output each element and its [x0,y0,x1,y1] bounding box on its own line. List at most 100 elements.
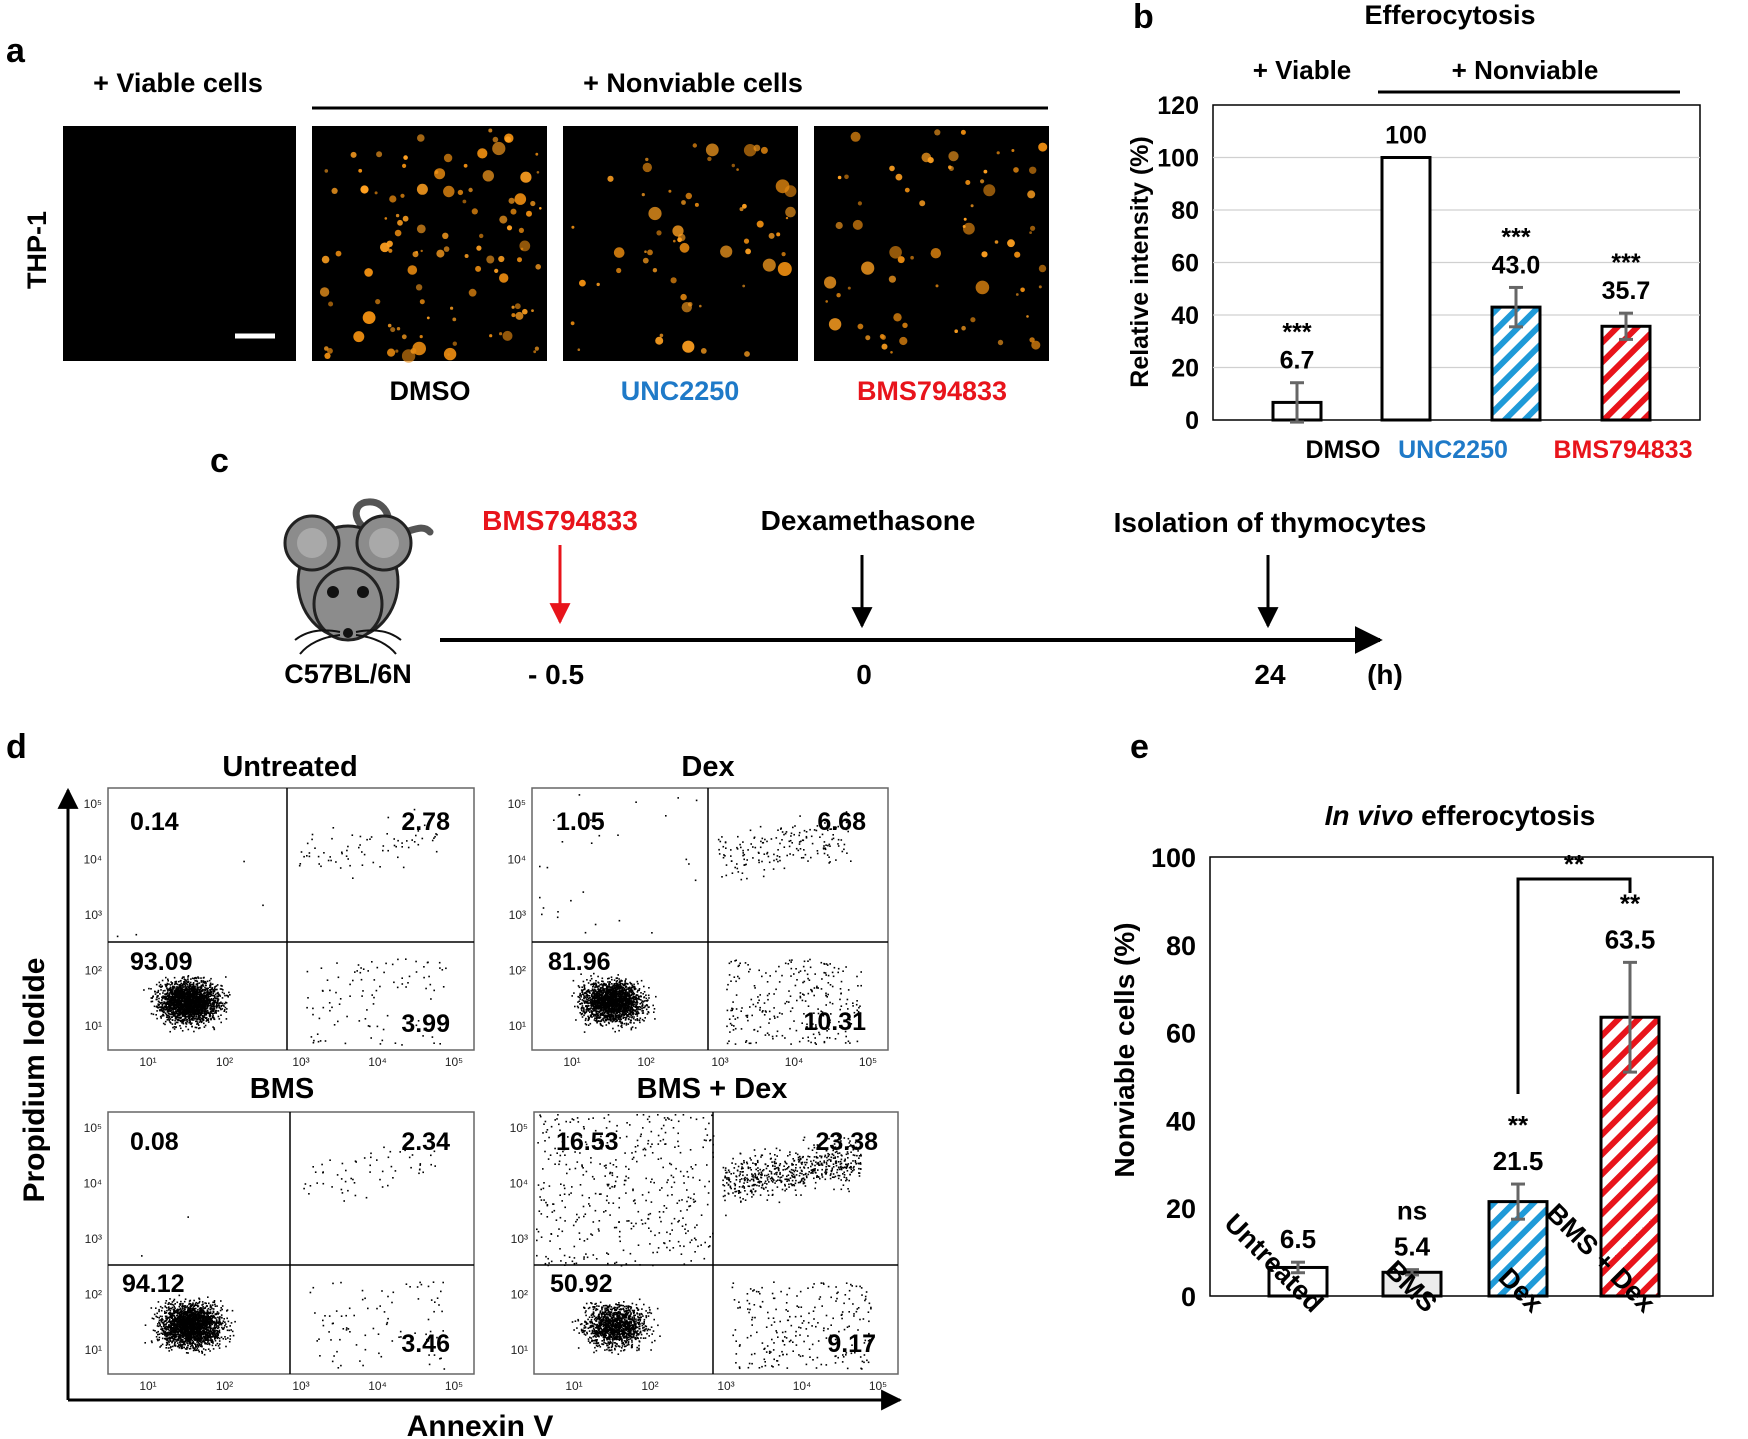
event-dot [200,1011,203,1013]
event-dot [207,1004,210,1007]
event-dot [622,984,625,987]
event-dot [207,1003,209,1006]
header-viable-cells: + Viable cells [93,68,263,98]
event-dot [428,823,430,826]
event-dot [168,987,171,990]
event-dot [653,1011,655,1013]
event-dot [346,1015,348,1018]
event-dot [611,983,613,985]
event-dot [212,994,215,997]
event-dot [200,1004,202,1007]
event-dot [178,1013,181,1015]
event-dot [612,1018,615,1020]
event-dot [198,989,200,991]
fluorescent-spot [468,288,477,297]
event-dot [583,995,585,998]
fluorescent-spot [768,232,775,239]
fluorescent-spot [700,348,707,354]
event-dot [172,1000,175,1002]
fluorescent-spot [850,131,861,142]
fluorescent-spot [847,286,851,290]
event-dot [209,1007,212,1009]
event-dot [195,993,197,995]
event-dot [640,1001,643,1004]
event-dot [367,1025,370,1027]
event-dot [618,997,621,999]
event-dot [602,1011,604,1013]
event-dot [594,1020,597,1022]
event-dot [624,999,626,1002]
event-dot [620,993,622,996]
event-dot [204,982,206,984]
event-dot [188,991,190,994]
event-dot [213,999,215,1002]
event-dot [624,1010,626,1013]
event-dot [167,1008,169,1010]
event-dot [176,1000,178,1002]
event-dot [372,861,375,864]
event-dot [439,1026,441,1029]
event-dot [600,998,603,1000]
event-dot [625,1024,628,1026]
event-dot [630,1019,632,1022]
event-dot [630,991,633,994]
event-dot [411,839,413,841]
event-dot [622,997,625,999]
event-dot [201,996,203,998]
event-dot [622,983,624,986]
event-dot [445,967,447,970]
fluorescent-spot [596,282,600,287]
event-dot [209,986,212,988]
fluorescent-spot [471,208,478,215]
event-dot [589,1001,592,1004]
event-dot [187,1015,190,1017]
event-dot [606,1012,608,1015]
event-dot [622,993,625,995]
event-dot [622,1016,625,1018]
event-dot [359,971,362,974]
event-dot [183,988,186,991]
event-dot [228,991,230,994]
event-dot [593,1019,596,1021]
event-dot [173,1012,176,1014]
event-dot [200,1006,202,1008]
event-dot [615,977,618,979]
event-dot [212,1005,214,1008]
fluorescent-spot [975,280,990,295]
fluorescent-spot [705,143,719,157]
event-dot [616,1016,618,1018]
event-dot [177,986,179,988]
event-dot [194,986,196,989]
event-dot [180,1016,183,1019]
event-dot [597,975,599,978]
event-dot [397,958,399,961]
event-dot [186,1007,188,1010]
event-dot [605,1010,607,1013]
x-tick-label: 10² [216,1055,233,1069]
event-dot [417,830,420,832]
event-dot [393,844,396,847]
event-dot [636,1013,639,1015]
event-dot [583,985,585,988]
event-dot [600,1012,602,1015]
event-dot [161,996,163,998]
fluorescent-spot [353,331,365,343]
event-dot [587,1019,589,1022]
fluorescent-spot [857,201,863,206]
event-dot [592,1003,594,1006]
event-dot [175,1002,178,1004]
event-dot [191,1025,193,1028]
event-dot [634,1006,637,1008]
event-dot [174,1013,177,1015]
event-dot [634,1013,637,1016]
event-dot [168,1006,170,1008]
event-dot [187,1009,190,1011]
event-dot [617,1016,619,1018]
fluorescent-spot [426,316,430,320]
event-dot [621,982,623,985]
event-dot [616,999,619,1002]
event-dot [612,991,614,993]
event-dot [220,1005,223,1008]
quadrant-ur: 2.78 [401,808,450,836]
event-dot [617,994,620,997]
